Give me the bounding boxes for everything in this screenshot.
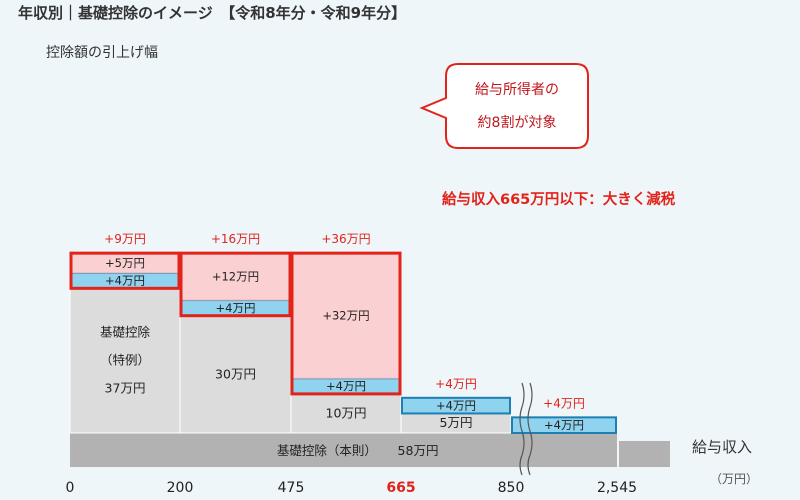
- segment-label: +12万円: [212, 270, 259, 284]
- axis-break-mark: [519, 382, 525, 476]
- increase-segment-blue: [401, 396, 511, 415]
- x-axis-label: 給与収入: [692, 438, 752, 456]
- segment-label: +4万円: [436, 399, 476, 413]
- increase-segment-pink: [180, 252, 291, 301]
- x-tick-label: 475: [278, 480, 305, 496]
- segment-label: +4万円: [105, 274, 145, 288]
- special-deduction-bar: [179, 315, 292, 434]
- total-increase-label: +4万円: [543, 396, 585, 410]
- highlight-frame: [179, 251, 292, 318]
- total-increase-label: +16万円: [211, 232, 260, 246]
- special-deduction-bar: [290, 393, 402, 434]
- segment-label: +4万円: [326, 379, 366, 393]
- special-deduction-label: 5万円: [440, 415, 473, 430]
- y-axis-label: 控除額の引上げ幅: [46, 45, 158, 61]
- special-deduction-label: 10万円: [326, 405, 367, 420]
- x-tick-label: 2,545: [597, 480, 637, 496]
- total-increase-label: +4万円: [435, 377, 477, 391]
- segment-label: +4万円: [216, 301, 256, 315]
- segment-label: +4万円: [544, 418, 584, 432]
- base-deduction-label: 基礎控除（本則）: [277, 443, 383, 458]
- segment-label: +32万円: [322, 309, 369, 323]
- special-deduction-label: 37万円: [105, 381, 146, 396]
- special-deduction-bar: [69, 287, 181, 434]
- x-tick-label: 850: [498, 480, 525, 496]
- special-deduction-label: 30万円: [215, 366, 256, 381]
- highlight-frame: [290, 251, 402, 396]
- special-deduction-label: 基礎控除: [100, 325, 151, 340]
- base-deduction-value: 58万円: [398, 443, 439, 458]
- highlight-frame: [69, 251, 181, 290]
- axis-break-mark: [527, 382, 533, 476]
- annotation-text: 給与収入665万円以下：大きく減税: [442, 190, 676, 208]
- base-deduction-bar: [70, 433, 617, 467]
- callout-bubble: [419, 63, 589, 149]
- increase-segment-blue: [511, 416, 617, 434]
- x-tick-label: 665: [386, 480, 415, 496]
- callout-text: 給与所得者の: [475, 81, 559, 98]
- x-axis-unit: （万円）: [710, 472, 758, 486]
- callout-text: 約8割が対象: [478, 114, 557, 131]
- segment-label: +5万円: [105, 256, 145, 270]
- base-deduction-bar-tail: [619, 441, 670, 467]
- total-increase-label: +36万円: [321, 232, 370, 246]
- x-tick-label: 0: [66, 480, 75, 496]
- total-increase-label: +9万円: [104, 232, 146, 246]
- special-deduction-label: （特例）: [100, 353, 150, 368]
- x-tick-label: 200: [167, 480, 194, 496]
- chart-title: 年収別｜基礎控除のイメージ 【令和8年分・令和9年分】: [18, 4, 406, 22]
